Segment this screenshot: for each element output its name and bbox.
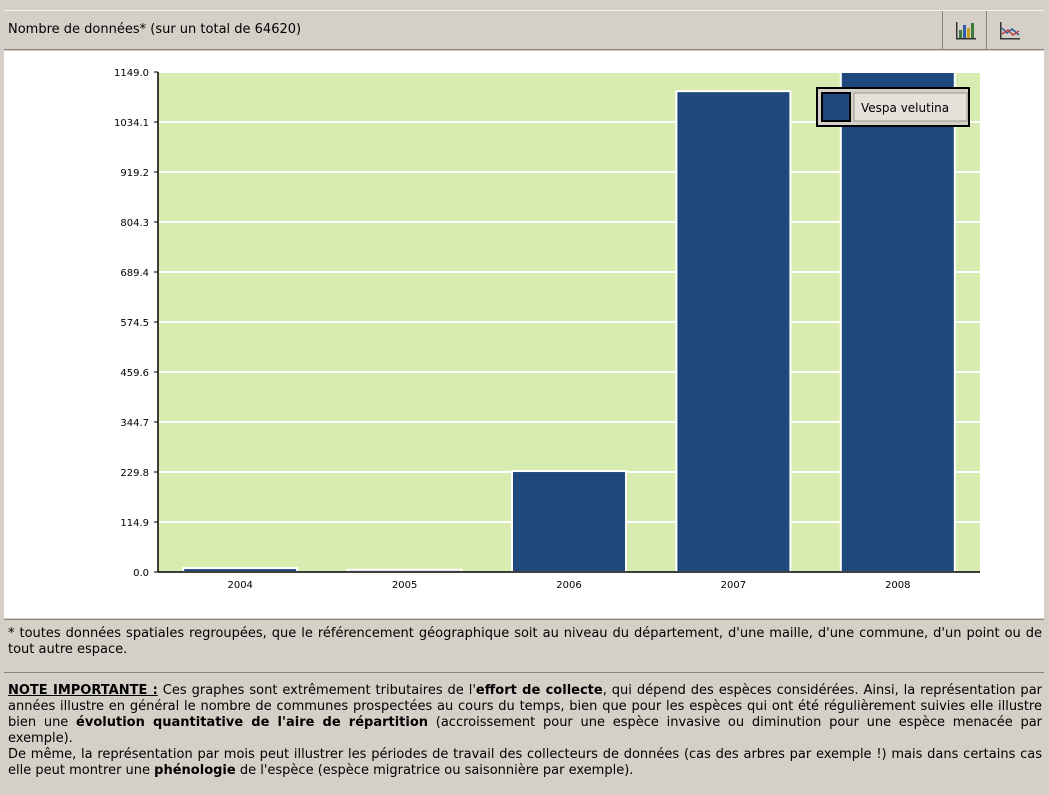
note-emphasis: effort de collecte	[475, 683, 603, 698]
x-tick-label: 2007	[721, 580, 746, 591]
note-part: Ces graphes sont extrêmement tributaires…	[157, 683, 476, 698]
legend-label: Vespa velutina	[861, 101, 949, 115]
bar-chart: 0.0 114.9 229.8 344.7 459.6 574.5 689.4 804.3 91…	[114, 68, 980, 591]
y-tick-label: 689.4	[120, 268, 149, 279]
line-chart-icon	[1000, 22, 1020, 40]
panel-title: Nombre de données* (sur un total de 6462…	[8, 22, 302, 37]
note-emphasis: phénologie	[154, 763, 236, 778]
note-part: , qui dépend des espèces considérées. Ai…	[8, 683, 1042, 730]
footnote-text: * toutes données spatiales regroupées, q…	[8, 626, 1042, 657]
y-tick-label: 1149.0	[114, 68, 149, 79]
y-tick-label: 804.3	[120, 218, 149, 229]
x-tick-label: 2006	[556, 580, 581, 591]
bar-chart-button[interactable]	[942, 11, 986, 50]
note-text: NOTE IMPORTANTE : Ces graphes sont extrê…	[8, 683, 1042, 779]
bar	[839, 71, 956, 573]
y-tick-label: 1034.1	[114, 118, 149, 129]
footnote-box: * toutes données spatiales regroupées, q…	[4, 619, 1044, 669]
bar-chart-icon	[956, 22, 976, 40]
bar	[511, 470, 627, 573]
x-tick-label: 2005	[392, 580, 417, 591]
note-part: (accroissement pour une espèce invasive …	[8, 715, 1043, 746]
legend-label-box	[853, 92, 968, 122]
x-tick-label: 2008	[885, 580, 910, 591]
y-tick-label: 0.0	[133, 568, 149, 579]
note-part: De même, la représentation par mois peut…	[8, 747, 1042, 778]
legend-swatch	[823, 94, 849, 120]
y-tick-label: 114.9	[120, 518, 149, 529]
note-box: NOTE IMPORTANTE : Ces graphes sont extrê…	[4, 672, 1044, 795]
bar	[675, 90, 792, 573]
y-tick-label: 229.8	[120, 468, 149, 479]
x-tick-label: 2004	[227, 580, 252, 591]
y-tick-label: 344.7	[120, 418, 149, 429]
note-part: de l'espèce (espèce migratrice ou saison…	[235, 763, 634, 778]
panel-header: Nombre de données* (sur un total de 6462…	[4, 10, 1044, 50]
note-title: NOTE IMPORTANTE :	[8, 683, 158, 698]
chart-area: 0.0 114.9 229.8 344.7 459.6 574.5 689.4 804.3 91…	[4, 51, 1044, 618]
line-chart-button[interactable]	[986, 11, 1030, 50]
y-tick-label: 919.2	[120, 168, 149, 179]
y-tick-label: 459.6	[120, 368, 149, 379]
y-tick-label: 574.5	[120, 318, 149, 329]
note-emphasis: évolution quantitative de l'aire de répa…	[76, 715, 429, 730]
